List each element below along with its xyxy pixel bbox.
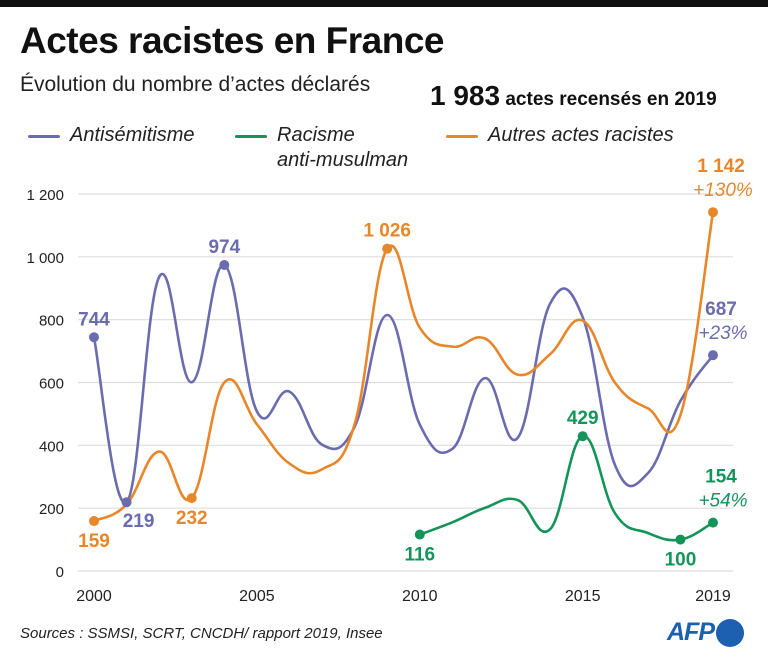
data-label: 744 — [78, 309, 110, 330]
y-tick-label: 200 — [39, 501, 64, 518]
afp-logo: AFP — [667, 618, 744, 647]
data-label: 232 — [176, 508, 208, 529]
data-label: 1 026 — [363, 221, 411, 242]
legend-label-antisemitisme: Antisémitisme — [70, 124, 195, 146]
legend-swatch-autres — [446, 135, 478, 138]
series-line-antisemitisme — [92, 263, 715, 504]
data-sublabel: +23% — [698, 323, 747, 344]
series-line-anti_musulman — [418, 434, 715, 542]
data-label: 154 — [705, 467, 737, 488]
data-point-antisemitisme — [708, 350, 718, 361]
x-tick-label: 2019 — [695, 588, 731, 605]
data-point-autres — [382, 243, 393, 254]
data-point-anti_musulman — [675, 534, 686, 545]
x-axis: 2000 2005 2010 2015 2019 — [76, 588, 731, 605]
afp-logo-dot — [716, 618, 744, 647]
afp-logo-text: AFP — [667, 618, 715, 646]
data-label: 429 — [567, 408, 599, 429]
legend-label-line-1: Racisme — [277, 124, 355, 146]
data-point-antisemitisme — [121, 497, 132, 508]
data-point-autres — [708, 207, 718, 218]
data-point-antisemitisme — [89, 332, 99, 343]
legend-swatch-anti-musulman — [235, 135, 267, 138]
legend-label-anti-musulman: Racisme anti-musulman — [277, 123, 408, 173]
data-label: 1 142 — [697, 156, 745, 177]
data-point-anti_musulman — [577, 431, 588, 442]
x-tick-label: 2015 — [565, 588, 601, 605]
data-point-anti_musulman — [414, 529, 425, 540]
data-sublabel: +54% — [698, 491, 747, 512]
grid — [78, 193, 733, 572]
x-tick-label: 2005 — [239, 588, 275, 605]
data-point-autres — [186, 493, 197, 504]
total-text: actes recensés en 2019 — [500, 89, 717, 110]
y-tick-label: 0 — [56, 564, 64, 581]
legend-item-anti-musulman: Racisme anti-musulman — [235, 123, 408, 173]
top-bar — [0, 0, 768, 7]
legend-label-autres: Autres actes racistes — [488, 124, 674, 146]
data-point-antisemitisme — [219, 260, 230, 271]
data-label: 687 — [705, 299, 737, 320]
legend-label-line-2: anti-musulman — [277, 149, 409, 171]
legend-item-antisemitisme: Antisémitisme — [28, 123, 194, 148]
y-tick-label: 1 000 — [26, 250, 64, 267]
y-tick-label: 1 200 — [26, 187, 64, 204]
total-number: 1 983 — [430, 80, 501, 111]
x-tick-label: 2010 — [402, 588, 438, 605]
series-layer — [92, 210, 715, 542]
legend-swatch-antisemitisme — [28, 135, 60, 138]
y-axis: 0 200 400 600 800 1 000 1 200 — [26, 187, 64, 581]
data-label: 159 — [78, 531, 110, 552]
data-point-autres — [89, 516, 99, 527]
data-sublabel: +130% — [693, 180, 753, 201]
chart-subtitle: Évolution du nombre d’actes déclarés — [20, 73, 371, 96]
y-tick-label: 800 — [39, 313, 64, 330]
sources-note: Sources : SSMSI, SCRT, CNCDH/ rapport 20… — [20, 625, 383, 642]
data-label: 219 — [123, 511, 155, 532]
data-labels: 744 219 974 687 +23% 116 429 100 154 +54% 159 232 1 … — [78, 156, 753, 570]
data-label: 116 — [404, 545, 435, 566]
data-label: 100 — [665, 550, 697, 571]
total-annotation: 1 983 actes recensés en 2019 — [430, 80, 717, 112]
x-tick-label: 2000 — [76, 588, 112, 605]
series-line-autres — [92, 210, 715, 523]
data-point-anti_musulman — [708, 517, 718, 528]
y-tick-label: 600 — [39, 376, 64, 393]
chart-title: Actes racistes en France — [20, 20, 445, 61]
data-label: 974 — [208, 237, 240, 258]
y-tick-label: 400 — [39, 438, 64, 455]
legend-item-autres: Autres actes racistes — [446, 123, 674, 148]
